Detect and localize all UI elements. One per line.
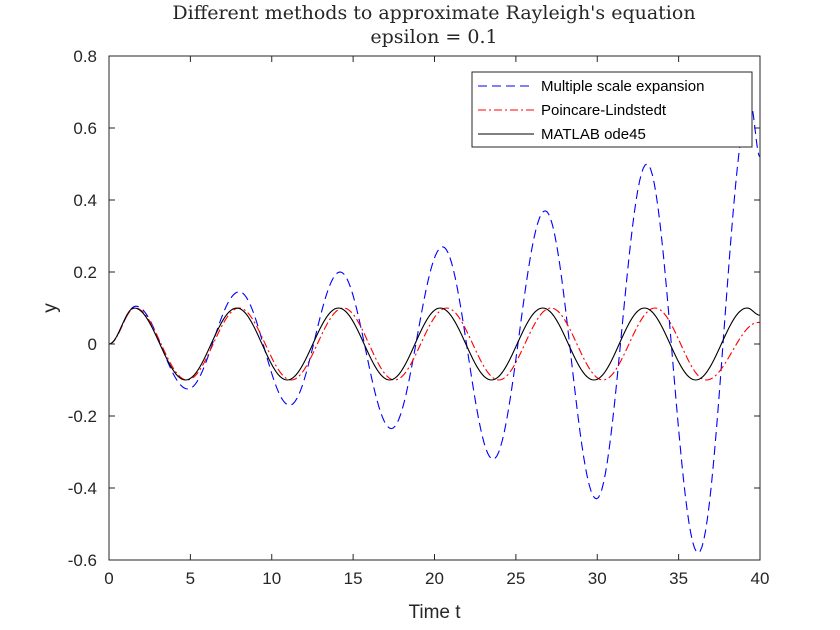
legend-label-poincare: Poincare-Lindstedt [541, 102, 667, 119]
series-line-2 [108, 307, 761, 381]
series-line-1 [108, 307, 760, 381]
y-tick-label: -0.2 [68, 407, 97, 426]
y-tick-label: -0.6 [68, 551, 97, 570]
series-layer [108, 102, 761, 554]
y-tick-label: 0 [88, 335, 97, 354]
x-tick-label: 5 [186, 569, 195, 588]
x-tick-label: 10 [262, 569, 281, 588]
legend-label-ode45: MATLAB ode45 [541, 126, 646, 143]
legend: Multiple scale expansion Poincare-Lindst… [471, 71, 753, 148]
y-tick-label: 0.8 [73, 47, 97, 66]
y-tick-label: 0.2 [73, 263, 97, 282]
chart-subtitle: epsilon = 0.1 [370, 26, 497, 48]
x-tick-label: 0 [104, 569, 113, 588]
series-line-0 [108, 102, 761, 554]
chart-title: Different methods to approximate Rayleig… [172, 2, 695, 24]
y-axis-label: y [40, 303, 61, 313]
legend-label-multiple-scale: Multiple scale expansion [541, 78, 704, 95]
x-axis-label: Time t [408, 602, 461, 623]
y-tick-label: 0.6 [73, 119, 97, 138]
tick-layer: 0 5 10 15 20 25 30 35 40 -0.6 -0.4 -0.2 0 0.2 0.4 0.6 0.… [68, 47, 770, 588]
x-tick-label: 30 [588, 569, 607, 588]
x-tick-label: 25 [506, 569, 525, 588]
x-tick-label: 15 [344, 569, 363, 588]
x-tick-label: 20 [425, 569, 444, 588]
x-tick-label: 35 [669, 569, 688, 588]
y-tick-label: 0.4 [73, 191, 97, 210]
x-tick-label: 40 [751, 569, 770, 588]
y-tick-label: -0.4 [68, 479, 97, 498]
